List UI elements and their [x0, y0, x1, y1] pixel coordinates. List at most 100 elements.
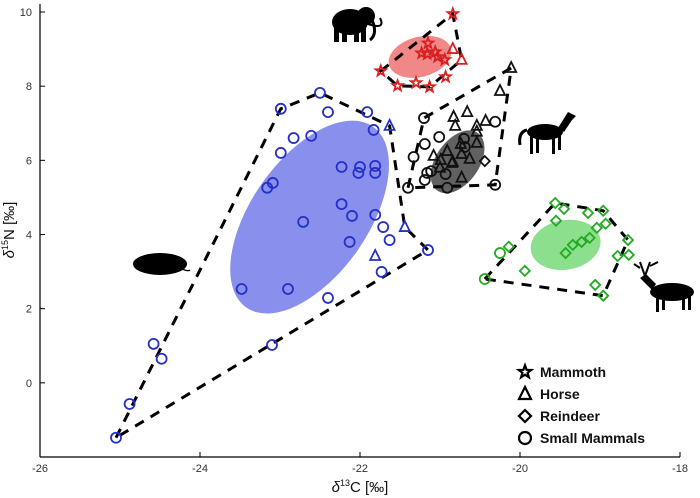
horse-point-circle: [433, 131, 446, 143]
reindeer-silhouette-icon: [633, 261, 694, 312]
reindeer-point-diamond: [549, 214, 563, 228]
small-mammals-point-circle: [352, 167, 365, 179]
horse-point-triangle: [445, 154, 459, 168]
horse-point-circle: [407, 151, 420, 163]
x-tick-label: -18: [672, 463, 688, 475]
mammoth-point-star: [373, 62, 389, 78]
small-mammals-point-circle: [235, 283, 248, 295]
y-tick-label: 10: [20, 7, 32, 19]
y-tick-label: 6: [26, 155, 32, 167]
small-mammals-ellipse: [230, 120, 389, 314]
confidence-ellipses: [230, 35, 601, 314]
small-mammals-point-circle: [343, 236, 356, 248]
small-mammals-point-circle: [266, 177, 279, 189]
reindeer-point-diamond: [583, 231, 596, 245]
small-mammals-point-circle: [322, 106, 334, 119]
small-mammals-point-circle: [322, 292, 334, 304]
x-tick-label: -24: [192, 463, 208, 475]
reindeer-point-diamond: [622, 248, 636, 262]
legend-star-icon: [515, 362, 535, 380]
horse-point-circle: [441, 181, 454, 194]
legend-label: Mammoth: [540, 364, 606, 380]
small-mammals-point-circle: [335, 161, 348, 173]
mammoth-point-star: [445, 5, 461, 21]
horse-point-triangle: [470, 117, 484, 131]
small-mammals-point-circle: [314, 86, 326, 99]
reindeer-point-diamond: [621, 233, 635, 247]
small-mammals-point-triangle: [368, 247, 382, 261]
small-mammals-point-circle: [274, 102, 287, 115]
reindeer-hull: [481, 201, 630, 298]
horse-point-circle: [489, 178, 502, 191]
horse-point-circle: [418, 174, 431, 186]
small-mammals-point-circle: [297, 215, 310, 228]
reindeer-point-circle: [494, 247, 506, 259]
small-mammals-point-circle: [369, 167, 382, 179]
small-mammals-point-circle: [123, 398, 136, 410]
horse-point-triangle: [479, 113, 493, 126]
small-mammals-point-circle: [375, 266, 388, 278]
legend-diamond-icon: [517, 408, 533, 424]
horse-point-diamond: [478, 154, 492, 168]
x-tick-label: -26: [32, 463, 48, 475]
horse-point-triangle: [433, 159, 447, 173]
mammoth-point-triangle: [455, 51, 469, 65]
reindeer-point-diamond: [611, 249, 624, 263]
y-tick-label: 2: [26, 304, 32, 316]
mammoth-point-star: [421, 78, 438, 94]
horse-point-triangle: [427, 147, 441, 161]
horse-ellipse: [430, 130, 485, 194]
y-axis-label: δ15N [‰]: [0, 202, 18, 259]
mammoth-point-star: [389, 77, 406, 93]
reindeer-point-diamond: [518, 264, 532, 278]
horse-point-triangle: [470, 134, 484, 148]
horse-point-triangle: [493, 82, 507, 96]
horse-point-triangle: [447, 108, 461, 122]
small-mammals-point-circle: [367, 124, 380, 136]
horse-point-circle: [458, 132, 470, 145]
x-tick-label: -20: [512, 463, 528, 475]
vole-silhouette-icon: [133, 253, 191, 275]
x-tick-label: -22: [352, 463, 368, 475]
small-mammals-point-circle: [155, 352, 168, 365]
horse-point-triangle: [448, 117, 462, 131]
horse-point-circle: [458, 141, 471, 153]
small-mammals-point-circle: [383, 234, 396, 246]
small-mammals-hull: [112, 91, 431, 442]
horse-point-circle: [439, 168, 452, 180]
legend-label: Small Mammals: [540, 430, 645, 446]
mammoth-point-star: [420, 34, 436, 50]
small-mammals-point-circle: [282, 283, 294, 295]
small-mammals-point-circle: [274, 147, 287, 159]
small-mammals-point-triangle: [398, 219, 412, 232]
small-mammals-point-circle: [305, 129, 318, 142]
legend-circle-icon: [517, 430, 533, 446]
horse-point-circle: [418, 112, 430, 124]
legend-triangle-icon: [517, 384, 533, 401]
reindeer-point-diamond: [599, 217, 612, 231]
small-mammals-point-circle: [110, 431, 122, 444]
reindeer-point-diamond: [596, 204, 610, 218]
reindeer-point-diamond: [502, 240, 516, 254]
y-tick-label: 4: [26, 230, 32, 242]
small-mammals-point-circle: [354, 161, 366, 173]
y-tick-label: 0: [26, 378, 32, 390]
small-mammals-point-circle: [377, 221, 390, 233]
small-mammals-point-circle: [335, 198, 348, 210]
horse-point-circle: [425, 165, 438, 177]
small-mammals-point-circle: [361, 106, 374, 119]
reindeer-ellipse: [530, 219, 601, 271]
reindeer-point-diamond: [588, 278, 602, 292]
axes: -26 -24 -22 -20 -18 0 2 4 6 8 10: [20, 4, 688, 475]
small-mammals-point-circle: [369, 159, 382, 172]
reindeer-point-diamond: [557, 202, 571, 216]
horse-point-triangle: [463, 150, 477, 164]
reindeer-point-diamond: [590, 221, 604, 235]
horse-point-triangle: [455, 169, 469, 183]
legend-label: Horse: [540, 386, 580, 402]
mammoth-point-star: [408, 74, 424, 90]
horse-point-triangle: [504, 59, 518, 73]
reindeer-point-circle: [478, 273, 491, 285]
small-mammals-point-circle: [346, 210, 358, 222]
